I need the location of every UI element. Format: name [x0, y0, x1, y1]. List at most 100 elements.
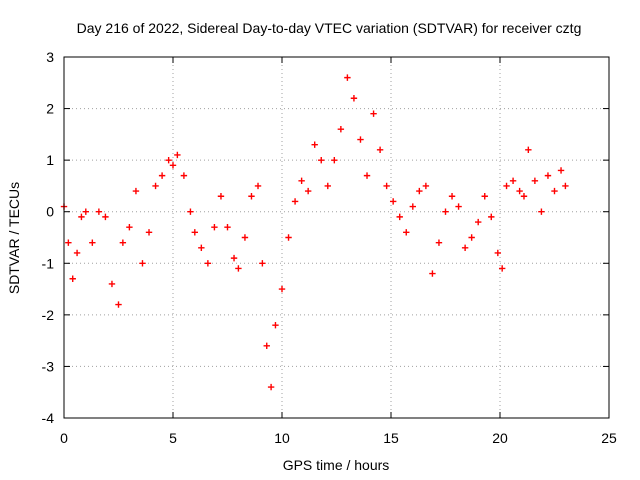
data-point — [494, 249, 502, 257]
data-point — [259, 260, 266, 267]
data-point — [520, 193, 528, 200]
data-point — [357, 136, 364, 143]
data-point — [396, 213, 403, 221]
data-point — [403, 229, 410, 236]
data-point — [350, 95, 358, 102]
data-point — [383, 182, 390, 190]
data-point — [344, 74, 351, 81]
data-point — [108, 280, 116, 288]
gridlines — [64, 57, 609, 418]
data-point — [267, 383, 275, 391]
data-point — [544, 172, 552, 179]
y-tick-label: 3 — [46, 49, 54, 65]
y-tick-label: -3 — [42, 358, 55, 374]
x-tick-label: 10 — [274, 430, 290, 446]
data-point — [503, 182, 510, 190]
x-tick-label: 25 — [601, 430, 617, 446]
tick-labels: 0 5 10 15 20 25 -4 -3 -2 -1 0 1 2 3 — [42, 49, 617, 446]
data-point — [422, 182, 430, 190]
data-point — [363, 172, 371, 179]
data-point — [132, 187, 140, 195]
data-point — [370, 110, 377, 117]
axis-ticks — [63, 56, 610, 419]
plot-frame — [63, 56, 610, 419]
data-point — [509, 177, 517, 184]
data-point — [298, 177, 305, 184]
data-point — [475, 218, 482, 226]
data-point — [538, 208, 545, 215]
data-point — [102, 213, 109, 221]
data-point — [525, 146, 532, 154]
data-point — [461, 244, 469, 252]
data-point — [272, 321, 279, 329]
data-point — [95, 208, 103, 215]
x-tick-label: 20 — [492, 430, 508, 446]
data-point — [152, 182, 159, 190]
data-point — [468, 234, 475, 241]
data-point — [291, 198, 299, 205]
data-point — [278, 285, 286, 293]
data-point — [198, 244, 205, 252]
data-point — [254, 182, 262, 190]
data-point — [217, 193, 225, 200]
data-point — [248, 193, 255, 200]
data-point — [409, 203, 416, 210]
data-point — [389, 198, 397, 205]
data-point — [180, 172, 188, 179]
data-point — [311, 141, 318, 148]
data-point — [230, 254, 238, 262]
data-point — [204, 260, 212, 267]
data-point — [304, 187, 312, 195]
data-point — [324, 182, 331, 190]
data-point — [82, 208, 89, 215]
data-point — [285, 234, 292, 241]
y-tick-label: -2 — [42, 307, 55, 323]
data-point — [416, 187, 423, 195]
data-point — [337, 126, 345, 133]
data-point — [211, 223, 218, 231]
chart-title: Day 216 of 2022, Sidereal Day-to-day VTE… — [77, 20, 582, 36]
y-axis-label: SDTVAR / TECUs — [6, 182, 22, 294]
data-point — [169, 162, 177, 169]
data-point — [241, 234, 249, 241]
data-point — [89, 239, 96, 246]
y-tick-label: 2 — [46, 101, 54, 117]
data-series-sdtvar — [60, 74, 569, 391]
data-point — [531, 177, 539, 184]
y-tick-label: -4 — [42, 410, 55, 426]
data-point — [174, 151, 181, 159]
data-point — [235, 265, 242, 272]
data-point — [516, 187, 523, 195]
x-tick-label: 15 — [383, 430, 399, 446]
y-tick-label: -1 — [42, 255, 55, 271]
data-point — [115, 301, 122, 308]
data-point — [224, 223, 231, 231]
data-point — [551, 187, 558, 195]
y-tick-label: 0 — [46, 204, 54, 220]
data-point — [498, 265, 506, 272]
data-point — [158, 172, 166, 179]
data-point — [376, 146, 384, 154]
data-point — [73, 249, 81, 257]
data-point — [187, 208, 194, 215]
data-point — [78, 213, 85, 221]
data-point — [126, 223, 133, 231]
data-point — [488, 213, 495, 221]
data-point — [165, 156, 172, 164]
y-tick-label: 1 — [46, 152, 54, 168]
data-point — [557, 167, 565, 174]
data-point — [331, 156, 338, 164]
data-point — [69, 275, 76, 282]
data-point — [481, 193, 488, 200]
data-point — [65, 239, 72, 246]
data-point — [318, 156, 325, 164]
x-axis-label: GPS time / hours — [283, 457, 390, 473]
data-point — [191, 229, 198, 236]
data-point — [455, 203, 462, 210]
data-point — [435, 239, 443, 246]
data-point — [442, 208, 449, 215]
data-point — [562, 182, 569, 190]
data-point — [263, 342, 270, 349]
data-point — [119, 239, 127, 246]
